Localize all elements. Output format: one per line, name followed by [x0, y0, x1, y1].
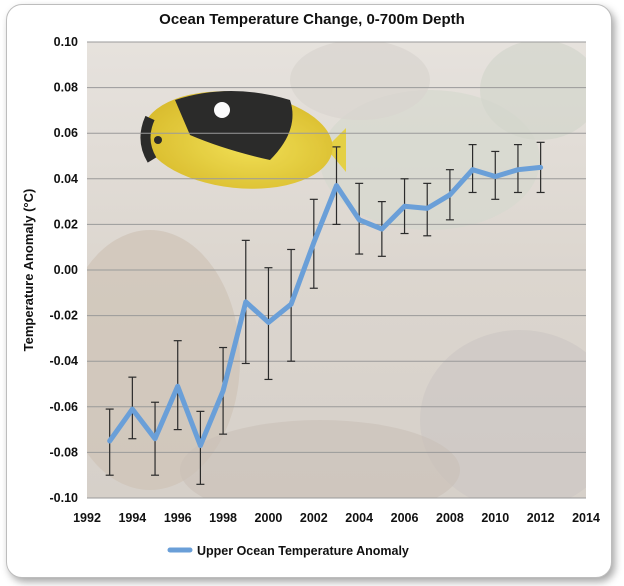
x-tick-label: 2004	[345, 511, 373, 525]
y-tick-label: -0.06	[50, 400, 79, 414]
x-tick-label: 2012	[527, 511, 555, 525]
chart-title: Ocean Temperature Change, 0-700m Depth	[159, 11, 465, 28]
y-tick-label: -0.08	[50, 445, 79, 459]
y-tick-label: -0.02	[50, 309, 79, 323]
x-tick-label: 2002	[300, 511, 328, 525]
x-tick-label: 2006	[391, 511, 419, 525]
y-tick-label: -0.04	[50, 354, 79, 368]
y-axis-label: Temperature Anomaly (°C)	[21, 189, 36, 352]
x-tick-label: 1994	[118, 511, 146, 525]
x-tick-label: 1998	[209, 511, 237, 525]
x-tick-label: 1996	[164, 511, 192, 525]
plot-background	[87, 42, 586, 498]
y-tick-label: 0.04	[54, 172, 78, 186]
x-tick-label: 1992	[73, 511, 101, 525]
legend: Upper Ocean Temperature Anomaly	[167, 544, 409, 558]
x-tick-labels: 1992 1994 1996 1998 2000 2002 2004 2006 2008 2010…	[73, 511, 600, 525]
series-line-upper-ocean	[107, 164, 544, 449]
x-tick-label: 2008	[436, 511, 464, 525]
x-tick-label: 2014	[572, 511, 600, 525]
y-tick-label: 0.00	[54, 263, 78, 277]
y-tick-label: 0.08	[54, 81, 78, 95]
y-tick-labels: 0.10 0.08 0.06 0.04 0.02 0.00 -0.02 -0.04 -0.06 -…	[50, 35, 79, 505]
legend-label: Upper Ocean Temperature Anomaly	[197, 544, 409, 558]
y-tick-label: 0.02	[54, 217, 78, 231]
y-tick-label: -0.10	[50, 491, 79, 505]
x-tick-label: 2010	[481, 511, 509, 525]
y-tick-label: 0.10	[54, 35, 78, 49]
x-tick-label: 2000	[255, 511, 283, 525]
y-tick-label: 0.06	[54, 126, 78, 140]
